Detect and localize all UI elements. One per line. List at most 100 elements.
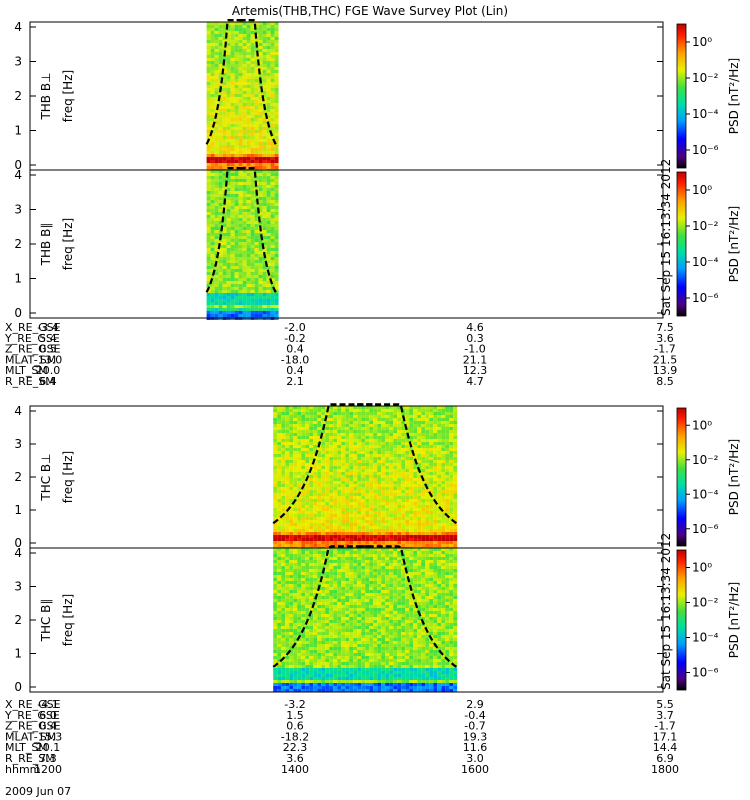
spectrogram-cell [258, 70, 263, 73]
spectrogram-cell [270, 194, 275, 197]
spectrogram-cell [425, 541, 430, 544]
spectrogram-cell [277, 433, 282, 436]
spectrogram-cell [337, 469, 342, 472]
spectrogram-cell [234, 191, 239, 194]
spectrogram-cell [297, 566, 302, 569]
spectrogram-cell [210, 133, 215, 136]
spectrogram-cell [242, 227, 247, 230]
y-tick-label: 0 [14, 158, 22, 172]
spectrogram-cell [345, 590, 350, 593]
spectrogram-cell [433, 532, 438, 535]
spectrogram-cell [381, 508, 386, 511]
spectrogram-cell [301, 566, 306, 569]
spectrogram-cell [210, 82, 215, 85]
spectrogram-cell [333, 427, 338, 430]
spectrogram-cell [289, 508, 294, 511]
spectrogram-cell [341, 445, 346, 448]
spectrogram-cell [301, 412, 306, 415]
spectrogram-cell [234, 272, 239, 275]
spectrogram-cell [230, 308, 235, 311]
spectrogram-cell [433, 460, 438, 463]
spectrogram-cell [401, 502, 406, 505]
spectrogram-cell [277, 499, 282, 502]
spectrogram-cell [321, 445, 326, 448]
spectrogram-cell [226, 269, 231, 272]
spectrogram-cell [389, 448, 394, 451]
spectrogram-cell [313, 496, 318, 499]
spectrogram-cell [222, 278, 227, 281]
spectrogram-cell [337, 677, 342, 680]
spectrogram-cell [361, 472, 366, 475]
spectrogram-cell [301, 460, 306, 463]
spectrogram-cell [273, 623, 278, 626]
spectrogram-cell [289, 475, 294, 478]
spectrogram-cell [305, 523, 310, 526]
spectrogram-cell [377, 436, 382, 439]
spectrogram-cell [293, 590, 298, 593]
spectrogram-cell [214, 31, 219, 34]
spectrogram-cell [389, 499, 394, 502]
spectrogram-cell [413, 520, 418, 523]
spectrogram-cell [230, 124, 235, 127]
spectrogram-cell [254, 212, 259, 215]
spectrogram-cell [393, 415, 398, 418]
spectrogram-cell [341, 659, 346, 662]
spectrogram-cell [274, 176, 279, 179]
spectrogram-cell [258, 73, 263, 76]
spectrogram-cell [242, 209, 247, 212]
spectrogram-cell [293, 599, 298, 602]
spectrogram-cell [337, 451, 342, 454]
spectrogram-cell [293, 551, 298, 554]
spectrogram-cell [273, 445, 278, 448]
spectrogram-cell [250, 58, 255, 61]
spectrogram-cell [246, 52, 251, 55]
spectrogram-cell [325, 575, 330, 578]
spectrogram-cell [373, 442, 378, 445]
spectrogram-cell [321, 529, 326, 532]
spectrogram-cell [262, 163, 267, 166]
spectrogram-cell [329, 454, 334, 457]
spectrogram-cell [266, 91, 271, 94]
spectrogram-cell [301, 427, 306, 430]
spectrogram-cell [289, 605, 294, 608]
spectrogram-cell [234, 218, 239, 221]
spectrogram-cell [210, 293, 215, 296]
spectrogram-cell [274, 248, 279, 251]
spectrogram-cell [226, 79, 231, 82]
spectrogram-cell [377, 484, 382, 487]
spectrogram-cell [273, 587, 278, 590]
spectrogram-cell [277, 548, 282, 551]
spectrogram-cell [389, 508, 394, 511]
spectrogram-cell [301, 535, 306, 538]
spectrogram-cell [226, 139, 231, 142]
spectrogram-cell [433, 484, 438, 487]
spectrogram-cell [230, 130, 235, 133]
spectrogram-cell [313, 442, 318, 445]
spectrogram-cell [357, 409, 362, 412]
spectrogram-cell [301, 650, 306, 653]
spectrogram-cell [305, 520, 310, 523]
spectrogram-cell [258, 145, 263, 148]
spectrogram-cell [341, 433, 346, 436]
spectrogram-cell [377, 475, 382, 478]
spectrogram-cell [301, 644, 306, 647]
spectrogram-cell [301, 599, 306, 602]
spectrogram-cell [238, 22, 243, 25]
spectrogram-cell [329, 674, 334, 677]
spectrogram-cell [273, 569, 278, 572]
spectrogram-cell [277, 478, 282, 481]
spectrogram-cell [274, 296, 279, 299]
spectrogram-cell [274, 34, 279, 37]
spectrogram-cell [321, 560, 326, 563]
spectrogram-cell [341, 415, 346, 418]
spectrogram-cell [297, 445, 302, 448]
spectrogram-cell [250, 163, 255, 166]
spectrogram-cell [449, 466, 454, 469]
spectrogram-cell [317, 487, 322, 490]
spectrogram-cell [234, 94, 239, 97]
spectrogram-cell [337, 427, 342, 430]
spectrogram-cell [281, 593, 286, 596]
spectrogram-cell [281, 445, 286, 448]
spectrogram-cell [250, 145, 255, 148]
spectrogram-cell [226, 188, 231, 191]
